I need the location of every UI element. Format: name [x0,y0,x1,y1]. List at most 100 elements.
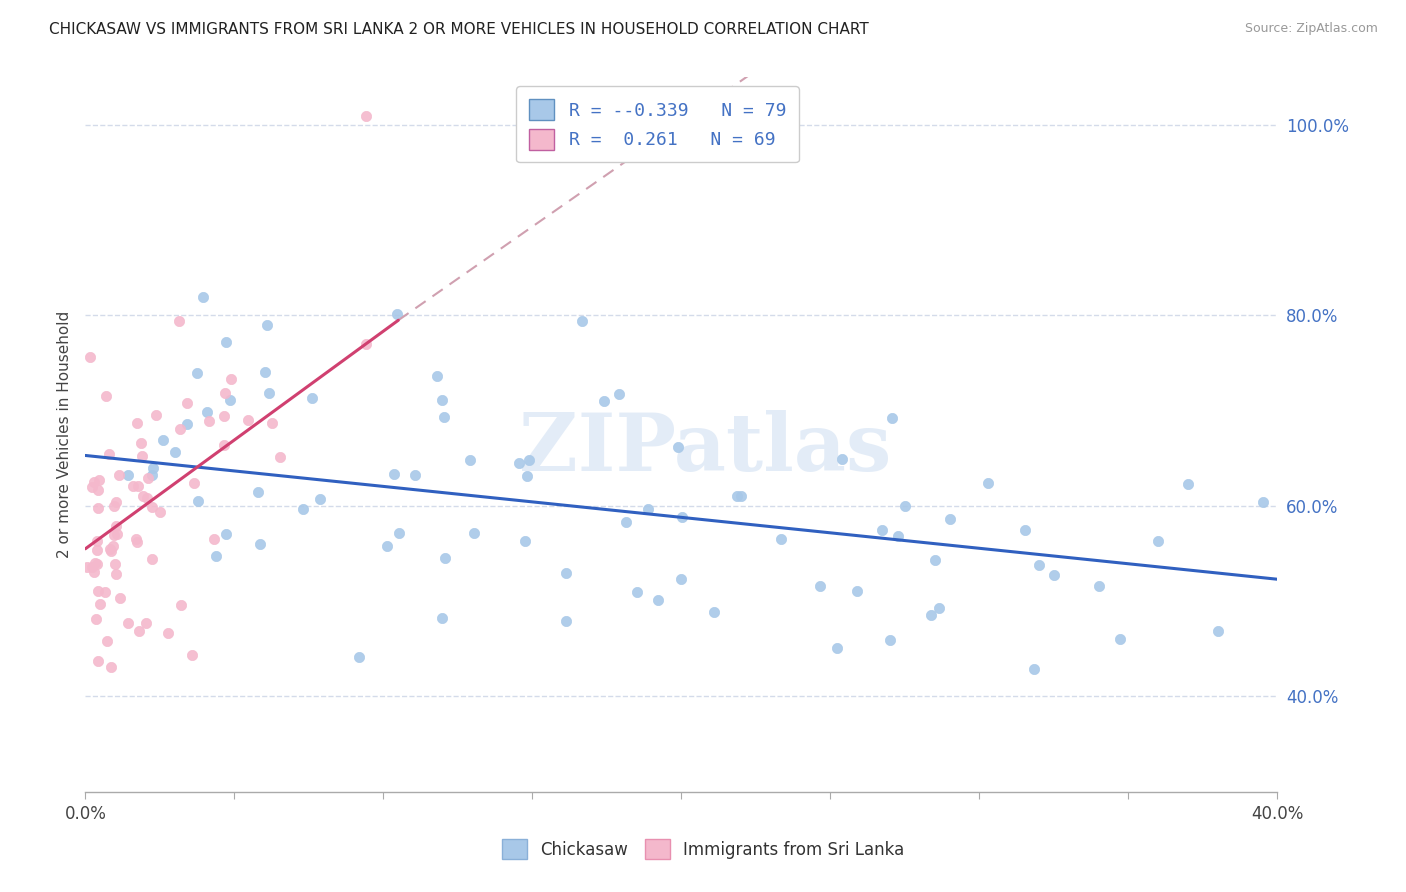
Point [269,450,291,464]
Point [86,543,108,558]
Point [666,440,689,454]
Point [291,502,314,516]
Point [94,389,117,403]
Point [1014,524,1036,538]
Point [725,489,748,503]
Point [101,539,124,553]
Point [1206,624,1229,638]
Point [125,532,148,546]
Point [202,532,225,546]
Point [554,614,576,628]
Point [614,516,637,530]
Point [131,436,153,450]
Point [430,611,453,625]
Point [434,550,457,565]
Point [141,468,163,483]
Point [86,612,108,626]
Point [79,350,101,364]
Point [212,409,235,424]
Point [86,534,108,549]
Point [103,528,125,542]
Point [555,566,578,581]
Point [880,411,903,425]
Point [730,489,752,503]
Point [254,365,277,379]
Point [180,648,202,663]
Legend: R = --0.339   N = 79, R =  0.261   N = 69: R = --0.339 N = 79, R = 0.261 N = 69 [516,87,799,162]
Point [870,523,893,537]
Point [388,526,411,541]
Point [157,626,180,640]
Point [105,519,128,533]
Point [924,553,946,567]
Point [308,491,330,506]
Point [928,600,950,615]
Point [301,391,323,405]
Point [976,475,998,490]
Point [86,501,108,516]
Point [831,451,853,466]
Text: CHICKASAW VS IMMIGRANTS FROM SRI LANKA 2 OR MORE VEHICLES IN HOUSEHOLD CORRELATI: CHICKASAW VS IMMIGRANTS FROM SRI LANKA 2… [49,22,869,37]
Point [83,475,105,490]
Point [76,559,98,574]
Point [170,598,193,612]
Point [145,408,167,422]
Point [214,386,236,401]
Point [86,584,108,599]
Text: ZIPatlas: ZIPatlas [519,409,891,488]
Point [846,584,869,599]
Point [938,512,960,526]
Point [920,608,942,623]
Point [142,461,165,475]
Point [87,483,110,497]
Point [256,318,278,332]
Point [260,417,283,431]
Point [571,314,593,328]
Point [117,616,139,631]
Point [356,337,378,351]
Point [100,660,122,674]
Point [354,109,377,123]
Point [894,500,917,514]
Point [879,633,901,648]
Point [375,539,398,553]
Point [1177,476,1199,491]
Point [463,526,485,541]
Point [671,572,693,586]
Point [887,529,910,543]
Point [1028,558,1050,573]
Point [135,615,157,630]
Point [83,565,105,579]
Point [108,591,131,605]
Point [404,468,426,483]
Point [186,366,208,380]
Point [86,558,108,572]
Point [89,473,111,487]
Point [198,414,221,428]
Point [513,533,536,548]
Point [131,450,153,464]
Point [1251,494,1274,508]
Point [433,409,456,424]
Point [385,307,408,321]
Point [236,413,259,427]
Point [1024,662,1046,676]
Point [247,485,270,500]
Point [141,551,163,566]
Point [607,387,630,401]
Text: Source: ZipAtlas.com: Source: ZipAtlas.com [1244,22,1378,36]
Point [384,467,406,481]
Point [187,494,209,508]
Point [516,469,538,483]
Point [136,491,159,505]
Point [176,395,198,409]
Point [769,532,792,546]
Point [426,369,449,384]
Point [169,422,191,436]
Point [136,471,159,485]
Point [671,510,693,524]
Point [176,417,198,431]
Point [132,489,155,503]
Point [89,597,111,611]
Point [195,405,218,419]
